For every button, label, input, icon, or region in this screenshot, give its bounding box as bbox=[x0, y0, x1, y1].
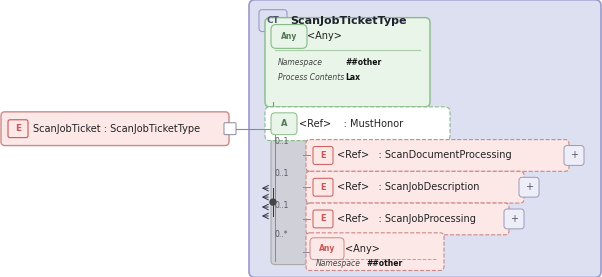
FancyBboxPatch shape bbox=[306, 140, 569, 171]
Text: Any: Any bbox=[281, 32, 297, 41]
Text: <Ref>    : MustHonor: <Ref> : MustHonor bbox=[299, 119, 403, 129]
Text: <Ref>   : ScanDocumentProcessing: <Ref> : ScanDocumentProcessing bbox=[337, 150, 512, 160]
FancyBboxPatch shape bbox=[306, 171, 524, 203]
FancyBboxPatch shape bbox=[306, 203, 509, 235]
FancyBboxPatch shape bbox=[271, 25, 307, 48]
Text: 0..1: 0..1 bbox=[275, 137, 290, 146]
FancyBboxPatch shape bbox=[313, 210, 333, 228]
Text: <Any>: <Any> bbox=[345, 244, 380, 254]
Text: Namespace: Namespace bbox=[278, 58, 323, 67]
Text: 0..*: 0..* bbox=[275, 230, 288, 239]
FancyBboxPatch shape bbox=[519, 177, 539, 197]
FancyBboxPatch shape bbox=[259, 10, 287, 32]
FancyBboxPatch shape bbox=[1, 112, 229, 145]
FancyBboxPatch shape bbox=[271, 140, 307, 265]
Text: +: + bbox=[510, 214, 518, 224]
FancyBboxPatch shape bbox=[306, 233, 444, 271]
FancyBboxPatch shape bbox=[313, 178, 333, 196]
FancyBboxPatch shape bbox=[564, 145, 584, 165]
Text: Lax: Lax bbox=[345, 73, 360, 82]
Text: E: E bbox=[320, 151, 326, 160]
Text: E: E bbox=[320, 183, 326, 192]
FancyBboxPatch shape bbox=[8, 120, 28, 138]
Text: ##other: ##other bbox=[366, 259, 402, 268]
Text: Any: Any bbox=[319, 244, 335, 253]
FancyBboxPatch shape bbox=[249, 0, 601, 277]
Circle shape bbox=[270, 199, 276, 205]
FancyBboxPatch shape bbox=[271, 113, 297, 135]
Text: ScanJobTicket : ScanJobTicketType: ScanJobTicket : ScanJobTicketType bbox=[33, 124, 200, 134]
Text: ##other: ##other bbox=[345, 58, 381, 67]
Text: <Any>: <Any> bbox=[307, 32, 342, 42]
Text: +: + bbox=[525, 182, 533, 192]
Text: Namespace: Namespace bbox=[316, 259, 361, 268]
FancyBboxPatch shape bbox=[310, 238, 344, 260]
Text: E: E bbox=[320, 214, 326, 224]
Text: 0..1: 0..1 bbox=[275, 201, 290, 210]
Text: +: + bbox=[570, 150, 578, 160]
Text: <Ref>   : ScanJobProcessing: <Ref> : ScanJobProcessing bbox=[337, 214, 476, 224]
FancyBboxPatch shape bbox=[504, 209, 524, 229]
Text: E: E bbox=[15, 124, 21, 133]
Text: A: A bbox=[281, 119, 287, 128]
FancyBboxPatch shape bbox=[313, 147, 333, 164]
Text: Process Contents: Process Contents bbox=[278, 73, 344, 82]
FancyBboxPatch shape bbox=[224, 123, 236, 135]
Text: CT: CT bbox=[267, 16, 279, 25]
Text: <Ref>   : ScanJobDescription: <Ref> : ScanJobDescription bbox=[337, 182, 480, 192]
Text: 0..1: 0..1 bbox=[275, 169, 290, 178]
FancyBboxPatch shape bbox=[265, 18, 430, 107]
Text: ScanJobTicketType: ScanJobTicketType bbox=[290, 16, 406, 25]
FancyBboxPatch shape bbox=[265, 107, 450, 141]
